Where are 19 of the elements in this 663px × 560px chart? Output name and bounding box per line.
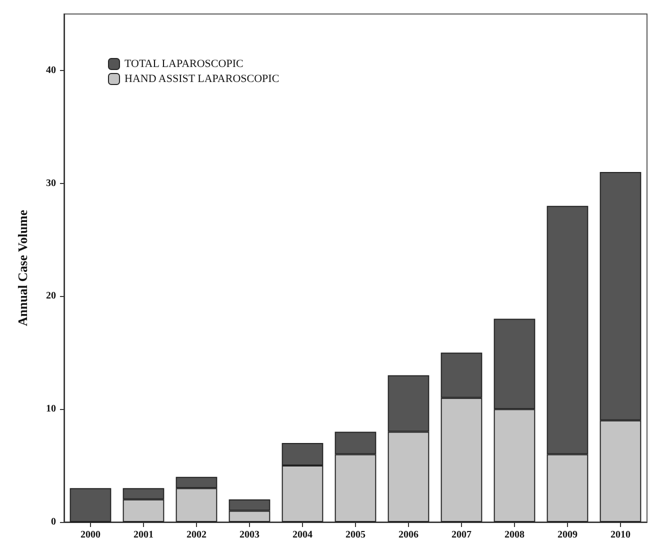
x-tick-label: 2010 bbox=[610, 530, 630, 540]
x-tick-label: 2007 bbox=[452, 530, 472, 540]
y-tick-label: 40 bbox=[46, 64, 56, 76]
x-tick-label: 2005 bbox=[346, 530, 366, 540]
x-tick-label: 2003 bbox=[240, 530, 260, 540]
legend-label: HAND ASSIST LAPAROSCOPIC bbox=[124, 73, 280, 85]
x-tick-label: 2004 bbox=[292, 530, 312, 540]
y-axis-title: Annual Case Volume bbox=[15, 210, 30, 326]
x-tick-label: 2009 bbox=[558, 530, 578, 540]
x-tick-label: 2008 bbox=[504, 530, 524, 540]
legend-label: TOTAL LAPAROSCOPIC bbox=[124, 58, 244, 70]
x-tick-label: 2006 bbox=[398, 530, 418, 540]
y-tick-label: 10 bbox=[46, 404, 56, 415]
x-tick-label: 2000 bbox=[80, 530, 100, 540]
y-tick-label: 20 bbox=[46, 290, 56, 302]
y-tick-label: 0 bbox=[51, 516, 56, 528]
x-tick-label: 2001 bbox=[134, 530, 154, 540]
y-tick-label: 30 bbox=[46, 178, 56, 189]
x-tick-label: 2002 bbox=[186, 530, 206, 540]
